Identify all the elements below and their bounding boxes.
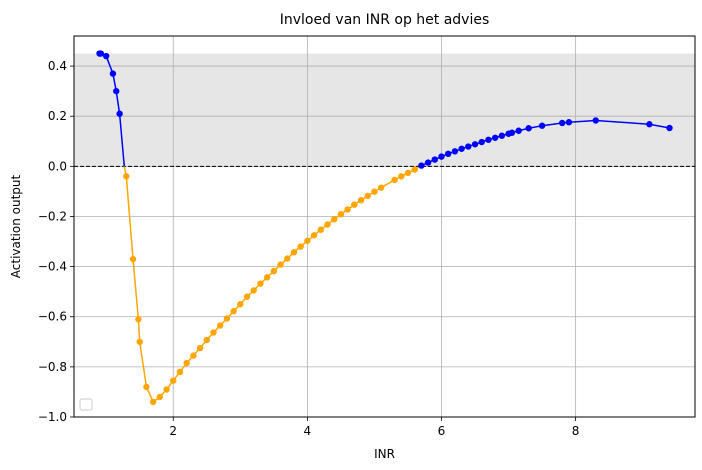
data-point [491, 134, 499, 141]
data-point [102, 52, 110, 60]
data-point [559, 119, 566, 127]
y-tick-label: −0.8 [38, 360, 67, 374]
data-point [317, 226, 324, 233]
data-point [666, 124, 673, 132]
y-tick-label: −0.2 [38, 209, 67, 223]
series-layer [96, 50, 673, 406]
x-tick-label: 6 [438, 424, 446, 438]
chart-title: Invloed van INR op het advies [280, 12, 490, 28]
data-point [331, 216, 338, 223]
data-point [431, 156, 438, 163]
data-point [156, 393, 164, 401]
data-point [216, 322, 224, 329]
data-point [163, 386, 170, 393]
series-line [123, 165, 421, 404]
y-tick-label: −0.6 [38, 310, 67, 324]
data-point [109, 70, 117, 77]
data-point [284, 255, 291, 262]
data-point [176, 368, 184, 376]
data-point [203, 336, 210, 344]
data-point [277, 261, 284, 268]
data-point [508, 129, 516, 136]
data-point [377, 184, 385, 191]
data-point [263, 274, 271, 281]
data-point [471, 141, 479, 148]
data-point [183, 359, 190, 367]
data-point [438, 153, 445, 160]
data-point [371, 188, 378, 195]
data-point [143, 383, 150, 391]
data-point [123, 173, 130, 180]
data-point [324, 221, 331, 228]
data-point [411, 166, 418, 173]
data-point [344, 206, 351, 213]
data-point [592, 117, 599, 124]
data-point [404, 169, 412, 177]
data-point [210, 329, 217, 336]
data-point [351, 201, 358, 208]
data-point [465, 143, 472, 150]
data-point [250, 287, 257, 294]
axis-ticks: 2 4 6 8 −1.0 −0.8 −0.6 −0.4 −0.2 0.0 0.2 0.4 [38, 59, 580, 438]
data-point [485, 136, 492, 143]
data-point [116, 110, 123, 117]
data-point [113, 87, 120, 95]
data-point [129, 255, 137, 263]
data-point [515, 127, 522, 134]
data-point [418, 162, 425, 169]
data-point [190, 352, 197, 359]
data-point [270, 267, 278, 275]
data-point [478, 138, 485, 146]
legend-box[interactable] [79, 398, 93, 411]
data-point [565, 119, 573, 126]
data-point [297, 243, 304, 250]
y-axis-label: Activation output [9, 174, 23, 278]
data-point [458, 145, 465, 152]
y-tick-label: 0.2 [48, 109, 67, 123]
x-tick-label: 8 [572, 424, 580, 438]
y-tick-label: 0.0 [48, 159, 67, 173]
data-point [230, 308, 237, 315]
data-point [391, 176, 398, 184]
data-point [135, 316, 142, 323]
data-point [424, 159, 432, 166]
y-tick-label: 0.4 [48, 59, 67, 73]
positive-shaded-band [74, 53, 695, 167]
x-axis-label: INR [374, 447, 395, 461]
data-point [223, 315, 231, 322]
data-point [243, 293, 251, 300]
data-point [498, 132, 506, 139]
data-point [337, 211, 345, 218]
data-point [304, 237, 311, 244]
data-point [364, 192, 371, 200]
data-point [149, 398, 157, 406]
data-point [646, 121, 653, 128]
y-tick-label: −1.0 [38, 410, 67, 424]
data-point [196, 344, 204, 352]
data-point [451, 148, 459, 155]
plot-frame [73, 35, 696, 418]
data-point [136, 338, 143, 346]
data-point [170, 377, 177, 384]
data-point [398, 173, 405, 180]
data-point [97, 50, 105, 57]
data-point [357, 196, 365, 204]
y-tick-label: −0.4 [38, 260, 67, 274]
data-point [445, 150, 452, 158]
data-point [525, 125, 532, 132]
data-point [290, 249, 298, 256]
x-tick-label: 2 [169, 424, 177, 438]
data-point [538, 122, 546, 129]
x-tick-label: 4 [304, 424, 312, 438]
data-point [257, 280, 264, 287]
data-point [310, 232, 318, 239]
data-point [237, 301, 244, 308]
